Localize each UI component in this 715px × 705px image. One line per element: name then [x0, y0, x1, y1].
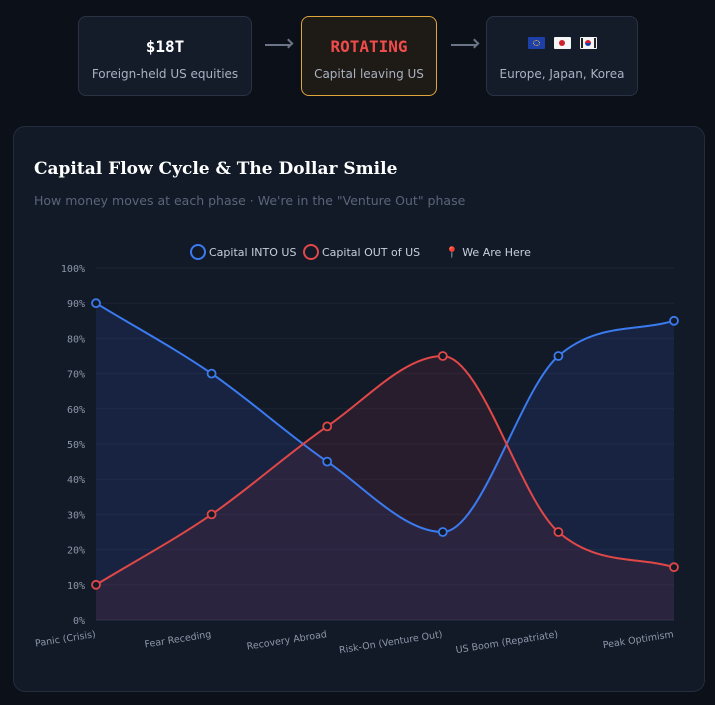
chart-title: Capital Flow Cycle & The Dollar Smile: [34, 159, 398, 179]
into-us-point[interactable]: [553, 351, 564, 361]
legend-we-are-here: 📍 We Are Here: [445, 246, 531, 259]
x-tick-label: Recovery Abroad: [246, 629, 328, 653]
y-tick-label: 40%: [67, 475, 85, 486]
destinations-card: Europe, Japan, Korea: [486, 16, 638, 96]
into-us-area: [96, 303, 674, 620]
legend-into-marker: [190, 244, 206, 260]
flags-row: [487, 37, 637, 49]
x-tick-label: Fear Receding: [144, 629, 212, 650]
arrow-right-icon: [451, 44, 477, 46]
y-tick-label: 70%: [67, 370, 85, 381]
eu-flag-icon: [527, 37, 545, 49]
out-of-us-point[interactable]: [669, 562, 679, 573]
foreign-equities-card: $18T Foreign-held US equities: [78, 16, 252, 96]
out-of-us-point[interactable]: [437, 351, 448, 361]
y-tick-label: 90%: [67, 299, 85, 310]
out-of-us-point[interactable]: [553, 527, 564, 537]
out-of-us-point[interactable]: [322, 421, 333, 432]
chart-subtitle: How money moves at each phase · We're in…: [34, 193, 466, 208]
into-us-point[interactable]: [437, 527, 448, 537]
y-tick-label: 20%: [67, 546, 85, 557]
x-tick-label: US Boom (Repatriate): [455, 629, 559, 656]
legend-out-marker: [303, 244, 319, 260]
x-tick-label: Panic (Crisis): [34, 629, 96, 649]
out-of-us-point[interactable]: [206, 509, 217, 520]
rotating-label: Capital leaving US: [314, 67, 424, 81]
out-of-us-line: [95, 354, 675, 586]
into-us-point[interactable]: [669, 315, 679, 326]
y-tick-label: 60%: [67, 405, 85, 416]
out-of-us-area: [96, 356, 674, 620]
foreign-equities-value: $18T: [145, 37, 185, 56]
into-us-point[interactable]: [91, 298, 101, 309]
y-tick-label: 80%: [67, 334, 85, 345]
into-us-line: [95, 302, 675, 534]
into-us-point[interactable]: [322, 456, 333, 467]
y-tick-label: 30%: [67, 510, 85, 521]
out-of-us-point[interactable]: [91, 579, 101, 590]
y-tick-label: 10%: [67, 581, 85, 592]
legend-into-label[interactable]: Capital INTO US: [209, 246, 296, 259]
y-tick-label: 50%: [67, 440, 85, 451]
japan-flag-icon: [553, 37, 571, 49]
foreign-equities-label: Foreign-held US equities: [91, 67, 239, 81]
x-tick-label: Risk-On (Venture Out): [338, 629, 443, 656]
x-tick-label: Peak Optimism: [602, 629, 674, 651]
arrow-right-icon: [265, 44, 291, 46]
rotating-value: ROTATING: [330, 37, 408, 56]
legend-out-label[interactable]: Capital OUT of US: [322, 246, 420, 259]
destinations-label: Europe, Japan, Korea: [499, 67, 625, 81]
chart-legend: Capital INTO US Capital OUT of US 📍 We A…: [190, 244, 531, 260]
rotating-card: ROTATING Capital leaving US: [301, 16, 437, 96]
korea-flag-icon: [579, 37, 597, 49]
y-tick-label: 100%: [61, 264, 85, 275]
into-us-point[interactable]: [206, 368, 217, 379]
y-tick-label: 0%: [73, 616, 85, 627]
